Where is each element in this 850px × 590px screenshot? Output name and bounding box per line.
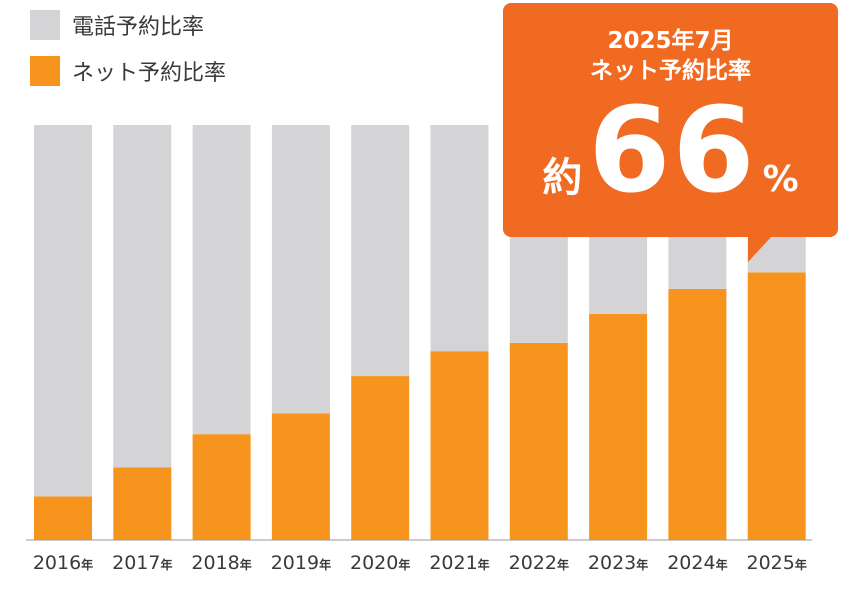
x-tick-label: 2022年 [509,552,569,574]
bar-phone-2018 [192,125,251,435]
x-tick-label: 2025年 [747,552,807,574]
bar-phone-2021 [430,125,489,352]
bar-net-2017 [113,467,172,540]
x-tick-label: 2017年 [112,552,172,574]
callout-box: 2025年7月 ネット予約比率 約 66 % [503,3,838,237]
legend-swatch-phone [30,10,60,40]
bar-phone-2020 [351,125,410,377]
x-tick-label: 2023年 [588,552,648,574]
x-tick-label: 2018年 [191,552,251,574]
bar-phone-2019 [271,125,330,414]
callout-number: 66 [588,81,757,219]
x-tick-label: 2016年 [33,552,93,574]
bar-net-2018 [192,434,251,540]
callout-unit: % [762,159,799,200]
x-tick-label: 2020年 [350,552,410,574]
bar-net-2025 [747,272,806,540]
legend-label-phone: 電話予約比率 [72,15,205,40]
bar-net-2024 [668,288,727,540]
callout-value-row: 約 66 % [503,91,838,231]
legend-item-net: ネット予約比率 [30,54,226,88]
legend-swatch-net [30,56,60,86]
x-tick-label: 2024年 [667,552,727,574]
bar-net-2020 [351,376,410,540]
legend-label-net: ネット予約比率 [72,61,227,86]
callout-label: ネット予約比率 [590,58,751,84]
callout-pointer [748,236,772,262]
callout-date: 2025年7月 [607,28,734,54]
bar-net-2022 [509,342,568,540]
callout-prefix: 約 [542,155,583,201]
legend-item-phone: 電話予約比率 [30,8,226,42]
x-tick-label: 2021年 [429,552,489,574]
bar-phone-2017 [113,125,172,468]
bars-group [34,125,806,540]
legend: 電話予約比率 ネット予約比率 [30,8,226,100]
bar-net-2016 [34,496,92,540]
bar-phone-2016 [34,125,92,497]
x-tick-labels: 2016年 2017年 2018年 2019年 2020年 2021年 2022年 2023年… [33,552,807,574]
x-tick-label: 2019年 [271,552,331,574]
bar-net-2023 [589,313,648,540]
bar-net-2019 [271,413,330,540]
bar-net-2021 [430,351,489,540]
